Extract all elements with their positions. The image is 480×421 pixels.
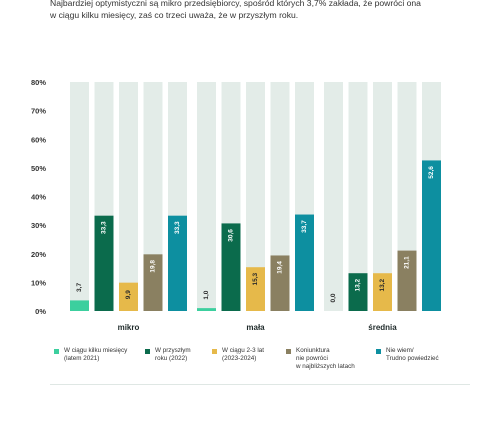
data-label: 33,7 [301,220,308,233]
legend-label: W przyszłym roku (2022) [155,347,191,362]
legend-swatch [145,349,150,354]
data-label: 9,9 [125,290,132,299]
intro-line-1: Najbardziej optymistyczni są mikro przed… [50,0,421,8]
legend-label: W ciągu kilku miesięcy (latem 2021) [64,347,128,362]
category-label: średnia [368,323,397,332]
y-tick-label: 50% [31,164,46,173]
data-label: 33,3 [174,221,181,234]
bar [348,273,368,311]
divider [50,384,470,385]
data-label: 0,0 [330,293,337,302]
y-tick-label: 10% [31,278,46,287]
bar [295,214,314,311]
bar [70,300,89,311]
bar [143,254,163,311]
data-label: 52,6 [428,166,435,179]
legend-item: W przyszłym roku (2022) [145,347,191,363]
y-tick-label: 20% [31,250,46,259]
bar [397,250,417,311]
bar [246,267,265,311]
legend-swatch [212,349,217,354]
data-label: 19,4 [277,261,284,274]
data-label: 15,3 [252,272,259,285]
data-label: 3,7 [76,283,83,292]
bar [197,308,216,311]
data-label: 1,0 [203,290,210,299]
y-tick-label: 40% [31,193,46,202]
y-tick-label: 70% [31,107,46,116]
bar [221,223,241,311]
bar-track [197,82,216,311]
bar [119,282,138,311]
legend-swatch [286,349,291,354]
bar-track [70,82,89,311]
legend-item: Nie wiem/ Trudno powiedzieć [376,347,439,363]
legend-label: W ciągu 2-3 lat (2023-2024) [222,347,264,362]
intro-line-2: w ciągu kilku miesięcy, zaś co trzeci uw… [50,10,299,20]
bar-track [324,82,343,311]
data-label: 30,6 [228,229,235,242]
data-label: 21,1 [404,256,411,269]
category-label: mikro [118,323,140,332]
legend-swatch [376,349,381,354]
bar-track [143,82,163,311]
bar-track [119,82,138,311]
y-tick-label: 80% [31,78,46,87]
bar [373,273,392,311]
category-label: mała [246,323,265,332]
bar [270,255,290,311]
legend-item: W ciągu 2-3 lat (2023-2024) [212,347,264,363]
bar-track [373,82,392,311]
legend-item: W ciągu kilku miesięcy (latem 2021) [54,347,127,363]
bar [94,215,114,311]
bar-track [348,82,368,311]
y-tick-label: 60% [31,135,46,144]
legend-label: Nie wiem/ Trudno powiedzieć [386,347,439,362]
intro-text: Najbardziej optymistyczni są mikro przed… [50,0,470,21]
bar-track [270,82,290,311]
bar [422,160,441,311]
bar-track [246,82,265,311]
legend-swatch [54,349,59,354]
legend-item: Koniunktura nie powróci w najbliższych l… [286,347,355,371]
legend-label: Koniunktura nie powróci w najbliższych l… [296,347,355,370]
bar [168,215,187,311]
y-tick-label: 0% [35,307,46,316]
data-label: 19,8 [150,260,157,273]
data-label: 13,2 [379,279,386,292]
data-label: 13,2 [355,279,362,292]
data-label: 33,3 [101,221,108,234]
y-tick-label: 30% [31,221,46,230]
